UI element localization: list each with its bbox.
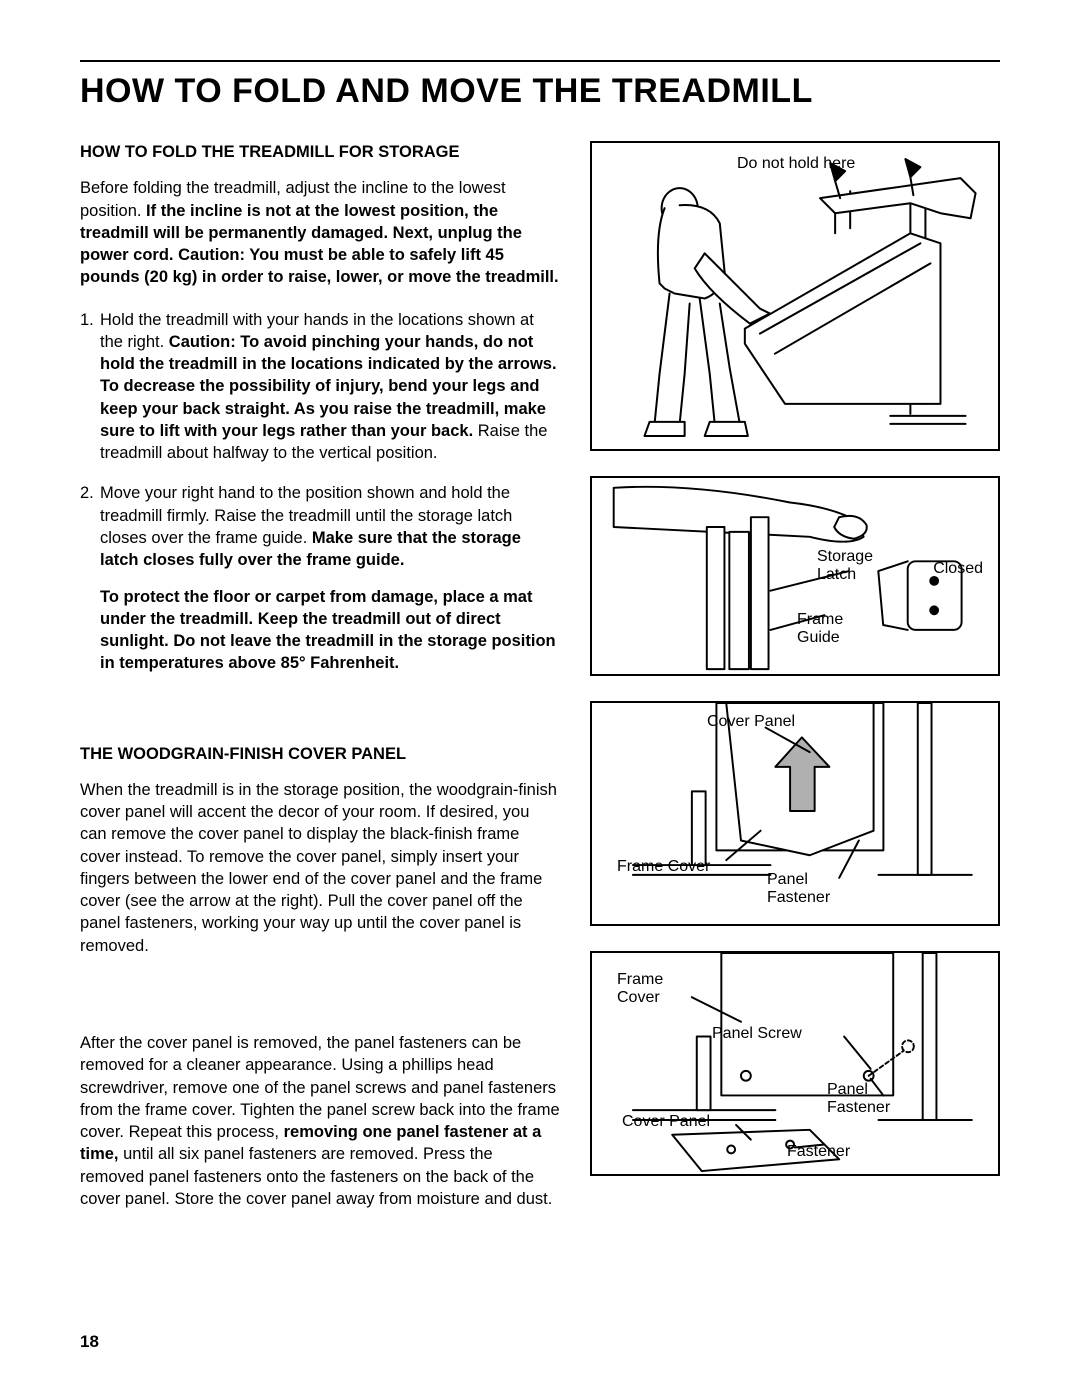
figure-fold: Do not hold here <box>590 141 1000 451</box>
step-1: 1. Hold the treadmill with your hands in… <box>80 309 560 465</box>
step2-body: Move your right hand to the position sho… <box>100 482 560 674</box>
label-storage-latch: Storage Latch <box>817 548 873 583</box>
step-2: 2. Move your right hand to the position … <box>80 482 560 674</box>
label-frame-cover-3: Frame Cover <box>617 858 710 876</box>
step2-c1: To protect the floor or carpet from dama… <box>100 586 560 675</box>
fold-intro: Before folding the treadmill, adjust the… <box>80 177 560 288</box>
page-number: 18 <box>80 1332 99 1352</box>
page-title: HOW TO FOLD AND MOVE THE TREADMILL <box>80 72 1000 111</box>
step1-body: Hold the treadmill with your hands in th… <box>100 309 560 465</box>
fold-heading: HOW TO FOLD THE TREADMILL FOR STORAGE <box>80 141 560 163</box>
cover-para1: When the treadmill is in the storage pos… <box>80 779 560 957</box>
cover-p2c: until all six panel fasteners are remove… <box>80 1145 552 1208</box>
label-do-not-hold: Do not hold here <box>737 155 855 173</box>
content-columns: HOW TO FOLD THE TREADMILL FOR STORAGE Be… <box>80 141 1000 1230</box>
label-frame-guide: Frame Guide <box>797 611 843 646</box>
fold-diagram <box>592 143 998 449</box>
figure-cover-panel: Cover Panel Frame Cover Panel Fastener <box>590 701 1000 926</box>
cover-heading: THE WOODGRAIN-FINISH COVER PANEL <box>80 743 560 765</box>
cover-para2: After the cover panel is removed, the pa… <box>80 1032 560 1210</box>
step1-num: 1. <box>80 309 100 465</box>
text-column: HOW TO FOLD THE TREADMILL FOR STORAGE Be… <box>80 141 560 1230</box>
label-panel-fastener-4: Panel Fastener <box>827 1081 890 1116</box>
label-cover-panel-4: Cover Panel <box>622 1113 710 1131</box>
label-panel-fastener-3: Panel Fastener <box>767 871 830 906</box>
label-cover-panel-3: Cover Panel <box>707 713 795 731</box>
figure-fasteners: Frame Cover Panel Screw Cover Panel Pane… <box>590 951 1000 1176</box>
top-rule <box>80 60 1000 62</box>
step2-num: 2. <box>80 482 100 674</box>
figure-latch: Storage Latch Closed Frame Guide <box>590 476 1000 676</box>
label-panel-screw: Panel Screw <box>712 1025 802 1043</box>
label-fastener: Fastener <box>787 1143 850 1161</box>
intro-bold: If the incline is not at the lowest posi… <box>80 202 559 287</box>
label-closed: Closed <box>933 560 983 578</box>
figure-column: Do not hold here <box>590 141 1000 1230</box>
label-frame-cover-4: Frame Cover <box>617 971 663 1006</box>
manual-page: HOW TO FOLD AND MOVE THE TREADMILL HOW T… <box>0 0 1080 1397</box>
